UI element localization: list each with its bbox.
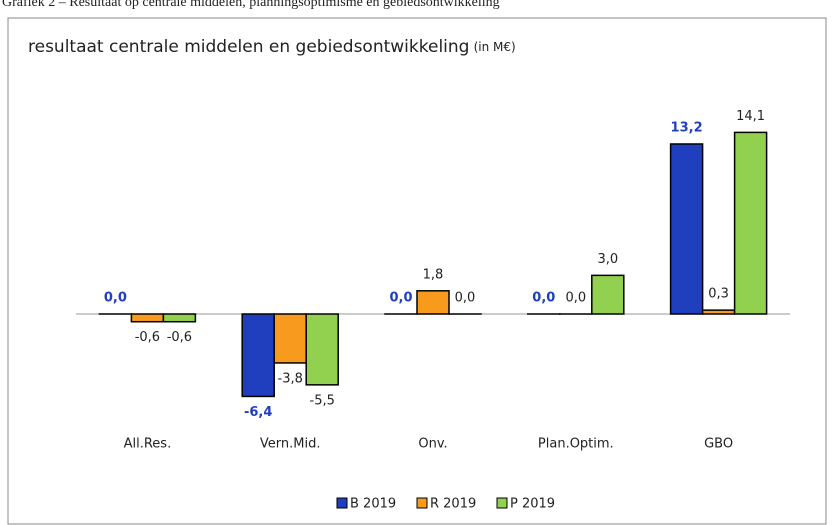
bar: [162, 313, 197, 323]
value-label: 1,8: [423, 267, 444, 282]
value-label: -6,4: [244, 405, 272, 420]
x-tick-label: Vern.Mid.: [260, 437, 321, 452]
title-main: resultaat centrale middelen en gebiedson…: [28, 37, 469, 57]
bar: [273, 313, 307, 364]
value-label: 0,0: [104, 291, 127, 306]
bar: [591, 274, 625, 315]
bar: [733, 131, 768, 315]
value-label: 0,0: [532, 291, 555, 306]
value-label: -0,6: [167, 330, 192, 345]
value-label: 0,0: [455, 291, 476, 306]
legend-label: P 2019: [510, 497, 555, 512]
legend-swatch: [416, 497, 428, 509]
legend-swatch: [336, 497, 348, 509]
chart-title: resultaat centrale middelen en gebiedson…: [28, 37, 516, 57]
bar: [130, 313, 165, 323]
value-label: 3,0: [597, 252, 618, 267]
bar: [701, 309, 736, 315]
x-tick-label: Onv.: [418, 437, 447, 452]
value-label: 0,0: [565, 291, 586, 306]
value-label: -3,8: [278, 371, 303, 386]
title-unit: (in M€): [474, 40, 516, 54]
value-label: -0,6: [135, 330, 160, 345]
legend-label: B 2019: [350, 497, 396, 512]
value-label: -5,5: [310, 393, 335, 408]
legend-swatch: [496, 497, 508, 509]
caption: Grafiek 2 – Resultaat op centrale middel…: [2, 0, 500, 10]
bar: [416, 290, 450, 315]
legend-label: R 2019: [430, 497, 476, 512]
value-label: 14,1: [736, 109, 765, 124]
value-label: 13,2: [671, 120, 703, 135]
bar: [305, 313, 339, 386]
x-tick-label: Plan.Optim.: [538, 437, 614, 452]
value-label: 0,0: [389, 291, 412, 306]
value-label: 0,3: [708, 287, 729, 302]
bar: [241, 313, 275, 398]
x-tick-label: All.Res.: [124, 437, 172, 452]
x-tick-label: GBO: [704, 437, 733, 452]
bar: [669, 143, 704, 315]
